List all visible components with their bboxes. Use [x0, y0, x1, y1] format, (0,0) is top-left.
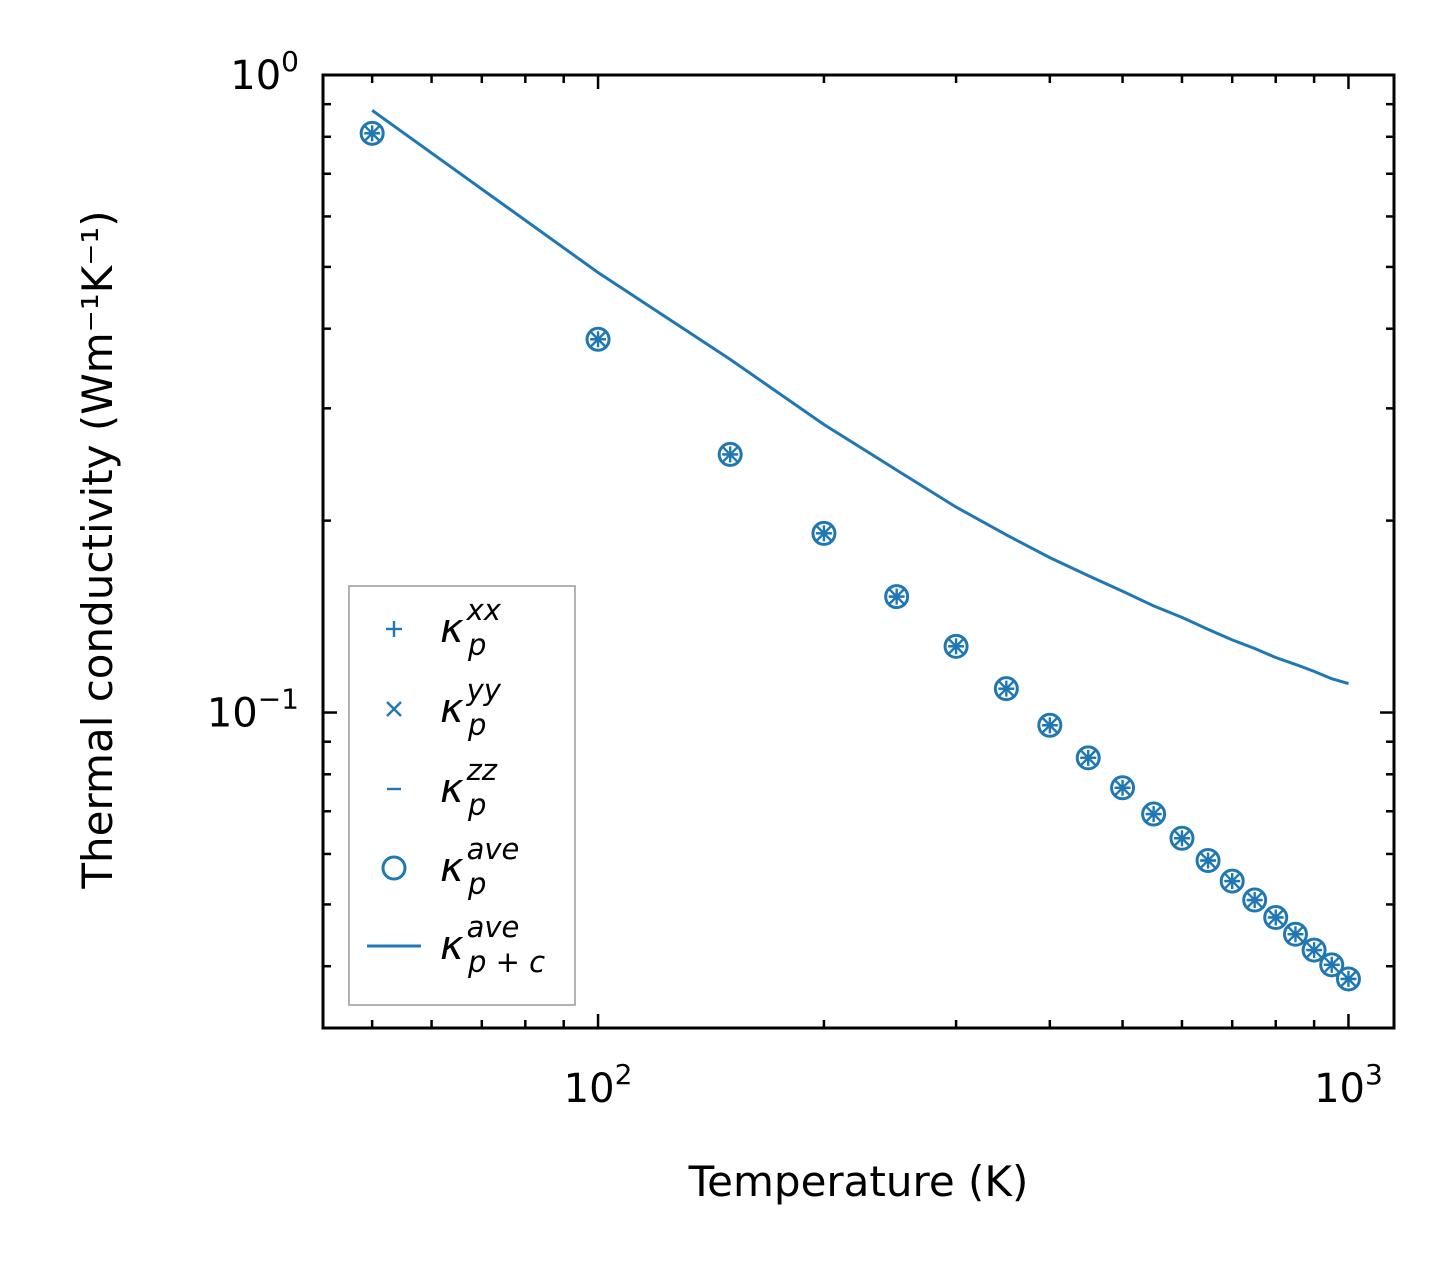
legend-label: κ ave — [440, 832, 519, 891]
legend-subscript: p — [467, 867, 486, 901]
legend-entry: κ zzp — [387, 753, 498, 822]
data-point — [1301, 937, 1327, 963]
legend-box — [348, 585, 576, 1006]
data-point — [811, 520, 837, 546]
x-tick-label: 102 — [564, 1058, 633, 1112]
data-point — [993, 676, 1019, 702]
x-axis-label: Temperature (K) — [688, 1157, 1029, 1206]
data-point — [1242, 887, 1268, 913]
legend-subscript: p — [467, 788, 486, 822]
data-point — [1037, 712, 1063, 738]
data-point — [1263, 904, 1289, 930]
data-point — [1141, 801, 1167, 827]
data-point — [1319, 952, 1345, 978]
legend-label: κ xx — [440, 593, 502, 652]
data-point — [1075, 745, 1101, 771]
legend-subscript: p — [467, 708, 486, 742]
data-point — [1195, 847, 1221, 873]
series-kappa_p_ave — [359, 120, 1361, 992]
plot-frame — [321, 73, 1396, 1030]
legend-entry: κ yyp — [386, 673, 502, 742]
legend-label: κ yy — [440, 673, 502, 732]
data-point — [717, 441, 743, 467]
legend-marker — [386, 621, 402, 637]
legend-subscript: p + c — [467, 945, 545, 979]
data-point — [1219, 868, 1245, 894]
series-kappa_p_zz — [365, 132, 1356, 981]
data-point — [884, 584, 910, 610]
x-tick-label: 103 — [1314, 1058, 1383, 1112]
data-point — [585, 326, 611, 352]
y-tick-label: 100 — [230, 45, 299, 99]
legend-label: κ ave — [440, 910, 519, 969]
series-kappa_p+c_ave — [371, 109, 1349, 686]
data-point — [1169, 825, 1195, 851]
legend-marker — [381, 855, 407, 881]
series-line — [371, 109, 1349, 686]
y-axis-label: Thermal conductivity (Wm⁻¹K⁻¹) — [73, 210, 122, 889]
data-point — [359, 120, 385, 146]
legend-label: κ zz — [440, 753, 498, 812]
legend-entry: κ xxp — [386, 593, 502, 662]
data-point — [1335, 966, 1361, 992]
legend-marker — [386, 701, 402, 717]
legend-subscript: p — [467, 628, 486, 662]
y-tick-label: 10−1 — [207, 683, 299, 737]
data-point — [1282, 921, 1308, 947]
data-point — [943, 633, 969, 659]
data-point — [1110, 775, 1136, 801]
